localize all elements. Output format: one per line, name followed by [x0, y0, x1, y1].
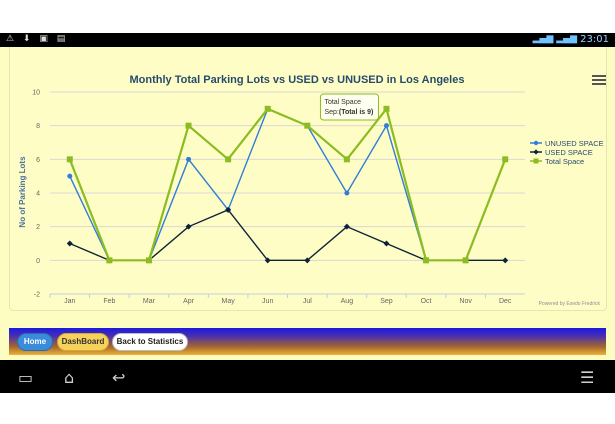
tooltip-value: Sep:(Total is 9) [324, 109, 373, 116]
data-point[interactable] [344, 190, 350, 196]
legend-marker [533, 149, 539, 155]
data-point[interactable] [343, 223, 350, 230]
back-to-statistics-button[interactable]: Back to Statistics [112, 333, 188, 351]
y-tick-label: 2 [36, 224, 40, 231]
legend-label: USED SPACE [545, 148, 593, 157]
menu-bar-icon [592, 79, 606, 81]
system-navigation-bar: ▭ ⌂ ↩ ☰ [0, 360, 615, 393]
data-point[interactable] [106, 257, 113, 264]
y-tick-label: 10 [32, 90, 40, 97]
y-tick-label: 8 [36, 123, 40, 130]
menu-bar-icon [592, 75, 606, 77]
tooltip-title: Total Space [324, 99, 361, 106]
notification-icons: ⚠ ⬇ ▣ ▤ [6, 34, 69, 44]
grid-lines [50, 91, 525, 295]
home-button[interactable]: Home [17, 333, 53, 351]
navigation-bar: Home DashBoard Back to Statistics [9, 328, 606, 355]
legend-item[interactable]: USED SPACE [530, 148, 593, 157]
tooltip-box [319, 93, 379, 121]
legend-item[interactable]: Total Space [530, 157, 584, 166]
series-total-space[interactable] [66, 105, 509, 264]
series-unused-space[interactable] [67, 106, 469, 263]
x-tick-label: Mar [143, 298, 156, 305]
data-point[interactable] [185, 122, 192, 129]
data-point[interactable] [304, 257, 311, 264]
y-tick-label: 4 [36, 191, 40, 198]
y-tick-labels: -2 0 2 4 6 8 10 [32, 90, 40, 299]
data-point[interactable] [502, 156, 509, 163]
clock: 23:01 [580, 34, 609, 45]
x-tick-label: Sep [380, 298, 393, 305]
data-point[interactable] [383, 240, 390, 247]
status-bar: ⚠ ⬇ ▣ ▤ ▂▄▆ ▂▄▆ 23:01 [0, 33, 615, 47]
data-point[interactable] [66, 156, 73, 163]
data-point[interactable] [225, 156, 232, 163]
chart-card: Monthly Total Parking Lots vs USED vs UN… [9, 47, 607, 311]
data-point[interactable] [343, 156, 350, 163]
x-tick-label: Oct [421, 298, 432, 305]
data-point[interactable] [185, 223, 192, 230]
data-point[interactable] [304, 122, 311, 129]
x-tick-label: Feb [103, 298, 115, 305]
back-icon[interactable]: ↩ [112, 368, 126, 387]
x-tick-label: Dec [499, 298, 512, 305]
legend-marker [533, 140, 539, 146]
chart-title: Monthly Total Parking Lots vs USED vs UN… [130, 74, 465, 86]
plot-area [66, 105, 509, 264]
data-point[interactable] [264, 105, 271, 112]
y-tick-label: 6 [36, 157, 40, 164]
legend-label: Total Space [545, 157, 584, 166]
x-tick-label: Apr [183, 298, 195, 305]
x-tick-label: May [222, 298, 236, 305]
home-icon[interactable]: ⌂ [64, 368, 75, 387]
legend-item[interactable]: UNUSED SPACE [530, 139, 604, 148]
data-point[interactable] [264, 257, 271, 264]
data-point[interactable] [67, 173, 73, 179]
y-axis-label: No of Parking Lots [18, 156, 27, 228]
x-tick-labels: Jan Feb Mar Apr May Jun Jul Aug Sep Oct Nov Dec [49, 294, 512, 305]
data-point[interactable] [462, 257, 469, 264]
line-chart: Monthly Total Parking Lots vs USED vs UN… [18, 74, 604, 307]
chart-menu-button[interactable] [592, 73, 606, 85]
data-point[interactable] [225, 206, 232, 213]
menu-bar-icon [592, 83, 606, 85]
series-line[interactable] [69, 208, 506, 262]
data-point[interactable] [145, 257, 152, 264]
legend-label: UNUSED SPACE [545, 139, 604, 148]
y-tick-label: -2 [34, 292, 40, 299]
data-point[interactable] [66, 240, 73, 247]
chart-tooltip: Total Space Sep:(Total is 9) [319, 93, 379, 121]
data-point[interactable] [502, 257, 509, 264]
x-tick-label: Aug [341, 298, 354, 305]
x-tick-label: Jun [262, 298, 273, 305]
data-point[interactable] [383, 105, 390, 112]
dashboard-button[interactable]: DashBoard [57, 333, 109, 351]
data-point[interactable] [186, 156, 192, 162]
series-used-space[interactable] [66, 206, 509, 264]
legend-marker [533, 158, 539, 164]
data-point[interactable] [423, 257, 430, 264]
y-tick-label: 0 [36, 258, 40, 265]
chart-credits[interactable]: Powered by Esedo Fredrick [539, 301, 601, 307]
signal-icon: ▂▄▆ ▂▄▆ [532, 34, 577, 44]
menu-icon[interactable]: ☰ [580, 368, 595, 387]
x-tick-label: Jan [64, 298, 75, 305]
series-line[interactable] [68, 106, 507, 262]
x-tick-label: Jul [303, 298, 312, 305]
data-point[interactable] [383, 123, 389, 129]
app-content: Monthly Total Parking Lots vs USED vs UN… [0, 47, 615, 360]
x-tick-label: Nov [459, 298, 472, 305]
recent-apps-icon[interactable]: ▭ [18, 368, 34, 387]
